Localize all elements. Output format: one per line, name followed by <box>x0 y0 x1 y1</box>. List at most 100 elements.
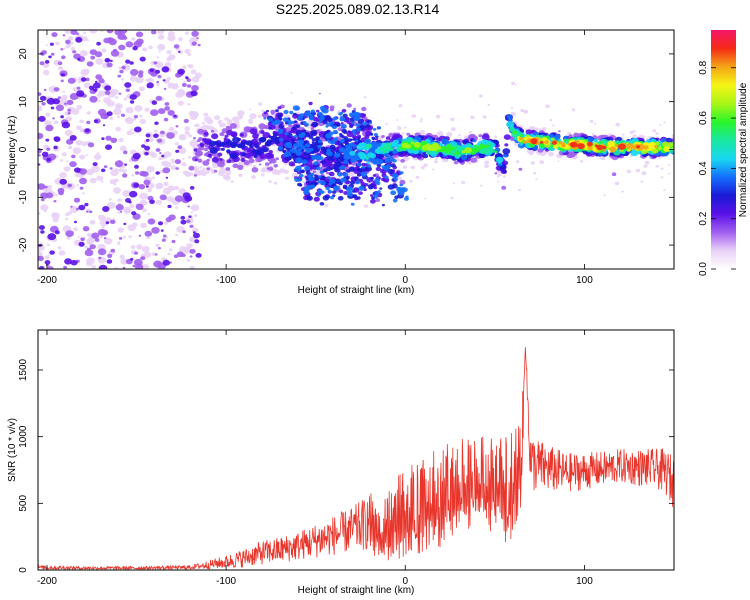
heatmap-cell <box>594 122 597 125</box>
heatmap-cell <box>349 180 356 185</box>
heatmap-cell <box>405 144 412 149</box>
heatmap-cell <box>607 142 615 148</box>
heatmap-cell <box>134 105 143 112</box>
heatmap-cell <box>479 148 487 155</box>
heatmap-cell <box>367 184 375 190</box>
heatmap-cell <box>273 164 279 168</box>
heatmap-cell <box>145 133 151 138</box>
heatmap-cell <box>588 130 592 133</box>
heatmap-cell <box>474 144 477 148</box>
heatmap-cell <box>363 96 367 99</box>
heatmap-cell <box>413 177 416 180</box>
heatmap-cell <box>150 152 158 158</box>
heatmap-cell <box>86 111 92 115</box>
heatmap-cell <box>146 165 155 173</box>
heatmap-cell <box>314 174 318 177</box>
heatmap-cell <box>542 127 547 131</box>
heatmap-cell <box>356 196 361 200</box>
heatmap-cell <box>76 104 83 110</box>
heatmap-cell <box>384 175 389 179</box>
heatmap-cell <box>361 106 367 112</box>
heatmap-cell <box>655 141 660 146</box>
heatmap-cell <box>270 109 276 114</box>
heatmap-cell <box>162 167 171 174</box>
heatmap-cell <box>260 130 265 134</box>
heatmap-cell <box>64 203 70 209</box>
heatmap-cell <box>75 36 83 43</box>
heatmap-cell <box>70 255 76 260</box>
heatmap-cell <box>86 247 92 252</box>
heatmap-cell <box>308 176 315 182</box>
heatmap-cell <box>220 147 225 151</box>
heatmap-cell <box>53 200 57 203</box>
heatmap-cell <box>203 132 209 136</box>
heatmap-cell <box>284 151 292 157</box>
heatmap-cell <box>239 133 244 137</box>
heatmap-cell <box>340 117 346 121</box>
heatmap-cell <box>494 135 498 138</box>
heatmap-cell <box>39 61 45 66</box>
heatmap-cell <box>277 114 283 118</box>
heatmap-cell <box>640 180 644 183</box>
heatmap-cell <box>374 137 379 141</box>
heatmap-cell <box>199 143 205 148</box>
heatmap-cell <box>319 170 324 174</box>
heatmap-cell <box>167 252 171 256</box>
heatmap-cell <box>149 199 155 205</box>
heatmap-cell <box>85 77 90 82</box>
heatmap-cell <box>48 207 56 214</box>
heatmap-cell <box>40 169 50 177</box>
heatmap-cell <box>599 186 604 190</box>
heatmap-cell <box>118 92 122 95</box>
heatmap-cell <box>156 82 160 86</box>
heatmap-cell <box>482 115 487 119</box>
heatmap-cell <box>337 172 343 177</box>
heatmap-cell <box>347 130 351 133</box>
heatmap-cell <box>312 170 317 174</box>
heatmap-cell <box>615 144 619 148</box>
heatmap-cell <box>95 194 100 199</box>
heatmap-cell <box>229 152 238 159</box>
heatmap-cell <box>511 112 517 117</box>
heatmap-cell <box>160 229 164 232</box>
heatmap-cell <box>667 172 671 175</box>
heatmap-cell <box>97 108 107 116</box>
heatmap-cell <box>177 68 185 75</box>
heatmap-cell <box>70 41 74 45</box>
heatmap-cell <box>652 129 657 133</box>
heatmap-cell <box>379 187 383 190</box>
heatmap-cell <box>310 130 317 136</box>
heatmap-cell <box>163 87 167 90</box>
heatmap-cell <box>43 63 50 68</box>
heatmap-cell <box>188 165 195 171</box>
heatmap-cell <box>173 185 180 191</box>
heatmap-cell <box>167 34 176 42</box>
heatmap-cell <box>374 181 378 185</box>
heatmap-cell <box>636 145 641 149</box>
heatmap-cell <box>73 167 81 173</box>
heatmap-cell <box>79 168 87 175</box>
heatmap-cell <box>121 168 127 173</box>
heatmap-cell <box>552 124 555 127</box>
heatmap-cell <box>63 265 67 269</box>
heatmap-cell <box>60 73 65 77</box>
heatmap-cell <box>116 106 121 109</box>
heatmap-cell <box>296 139 304 145</box>
heatmap-cell <box>305 171 311 175</box>
heatmap-cell <box>182 65 187 69</box>
heatmap-cell <box>268 126 272 130</box>
heatmap-cell <box>310 172 315 176</box>
heatmap-cell <box>193 148 198 152</box>
heatmap-cell <box>321 108 329 114</box>
heatmap-cell <box>376 126 381 130</box>
heatmap-cell <box>311 154 317 159</box>
heatmap-cell <box>106 62 113 68</box>
heatmap-cell <box>193 143 197 147</box>
heatmap-cell <box>401 132 405 135</box>
heatmap-cell <box>193 214 198 217</box>
heatmap-cell <box>86 260 93 267</box>
heatmap-cell <box>118 263 123 268</box>
heatmap-cell <box>139 56 146 62</box>
